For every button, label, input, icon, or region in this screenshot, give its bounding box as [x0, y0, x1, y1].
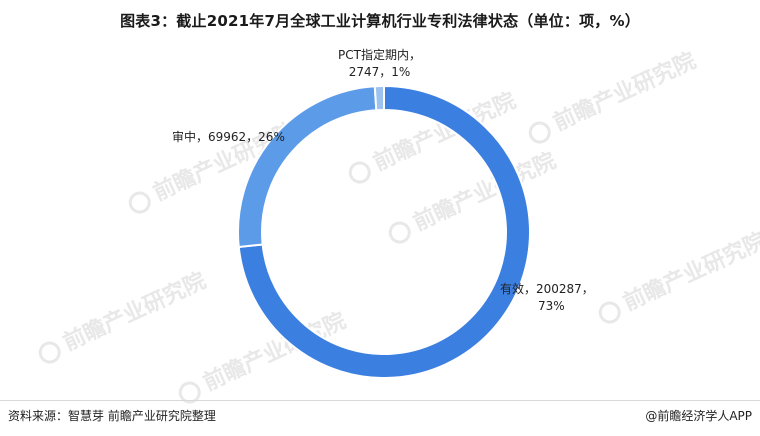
label-pending: 审中，69962，26%: [172, 129, 285, 146]
footer-source: 资料来源：智慧芽 前瞻产业研究院整理: [8, 409, 216, 423]
donut-slice-1: [237, 85, 378, 249]
donut-slice-0: [237, 84, 531, 379]
chart-title: 图表3：截止2021年7月全球工业计算机行业专利法律状态（单位：项，%）: [120, 12, 640, 30]
label-pct-line2: 2747，1%: [348, 65, 411, 79]
footer-divider: [0, 400, 760, 401]
label-pct-line1: PCT指定期内，: [338, 48, 421, 62]
label-pending-line1: 审中，69962，26%: [172, 130, 285, 144]
label-valid: 有效，200287， 73%: [500, 281, 594, 315]
footer-brand: @前瞻经济学人APP: [645, 409, 752, 423]
label-valid-line2: 73%: [538, 299, 565, 313]
donut-slice-2: [373, 84, 385, 112]
label-pct: PCT指定期内， 2747，1%: [338, 47, 421, 81]
label-valid-line1: 有效，200287，: [500, 282, 594, 296]
